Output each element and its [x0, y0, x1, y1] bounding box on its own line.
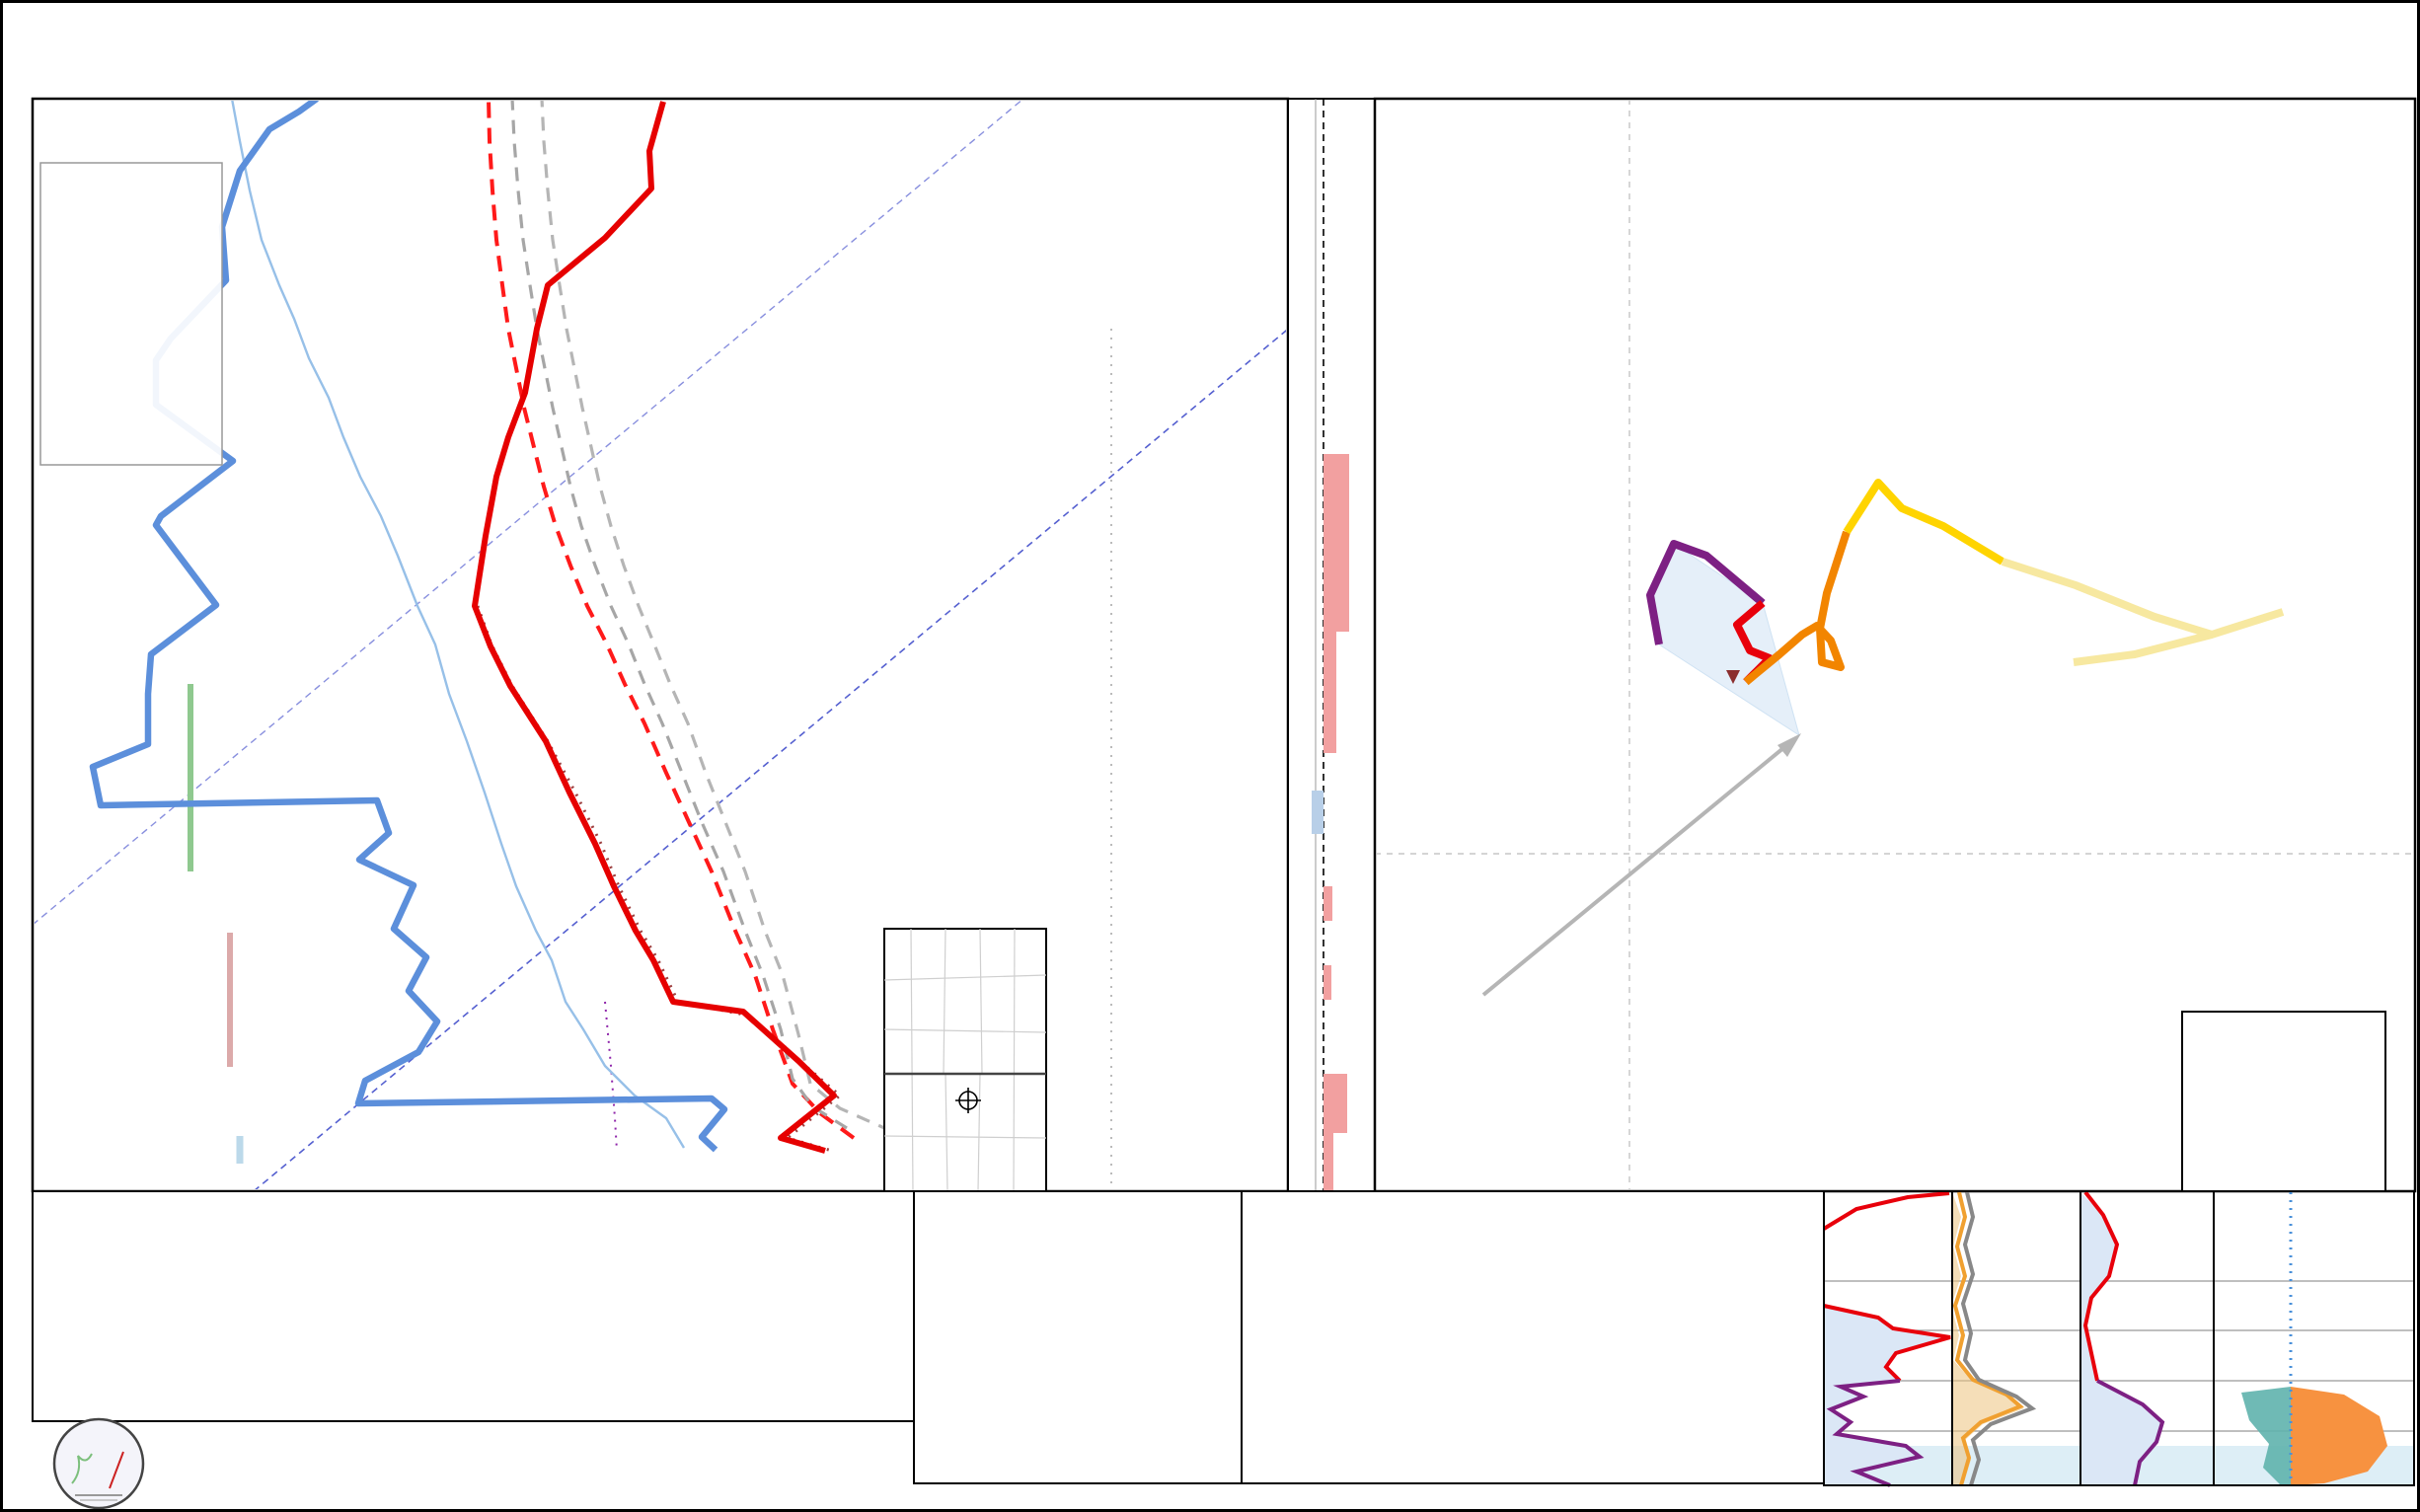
skewt-background [35, 101, 1286, 1189]
srh-stats-box [2181, 1011, 2386, 1192]
virtual-temp-curve [476, 605, 843, 1153]
sounderpy-logo-icon [52, 1417, 145, 1509]
hodograph [1377, 101, 2413, 1189]
kinematics-table-box [1241, 1190, 1825, 1484]
streamwise-zeta-curve [1952, 1191, 2024, 1486]
dwndrft-parcel-curve [604, 1001, 618, 1152]
mini-panels [1822, 1190, 2415, 1487]
hodo-0-1km [1646, 540, 1766, 645]
temperature-curve [472, 101, 837, 1154]
omega-strip [1287, 98, 1376, 1192]
stepwise-cin-fill [2241, 1387, 2291, 1485]
plot-canvas [31, 97, 2417, 1509]
rh-table-box [913, 1190, 1243, 1484]
total-zeta-curve [1960, 1191, 2037, 1486]
map-inset [883, 928, 1047, 1192]
highlight-isotherm-2 [35, 101, 1022, 925]
hodo-6-9km [1843, 479, 2005, 566]
thermo-table-box [32, 1190, 915, 1422]
hodo-9km-plus [2001, 558, 2285, 639]
storm-motion-arrow [1481, 741, 1791, 997]
omega-bars [1312, 454, 1349, 1191]
mlcape-parcel-curve [540, 101, 892, 1133]
streamwiseness-purple-curve [1826, 1379, 1925, 1487]
highlight-isotherm [255, 330, 1286, 1189]
srw-red-curve [2082, 1190, 2120, 1382]
srw-purple-curve [2096, 1379, 2165, 1486]
sbcape-parcel-curve [510, 101, 848, 1130]
srw-fill [2080, 1192, 2162, 1485]
station-crosshair-icon [955, 1088, 981, 1113]
muecape-parcel-curve [487, 101, 856, 1140]
dtm-marker [1726, 670, 1740, 684]
streamwiseness-red-curve [1823, 1304, 1951, 1383]
hodo-3-6km [1743, 530, 1851, 686]
legend-box [39, 162, 223, 466]
streamwiseness-fill [1824, 1306, 1950, 1485]
wetbulb-curve [231, 101, 686, 1149]
stepwise-cape-fill [2291, 1387, 2387, 1485]
